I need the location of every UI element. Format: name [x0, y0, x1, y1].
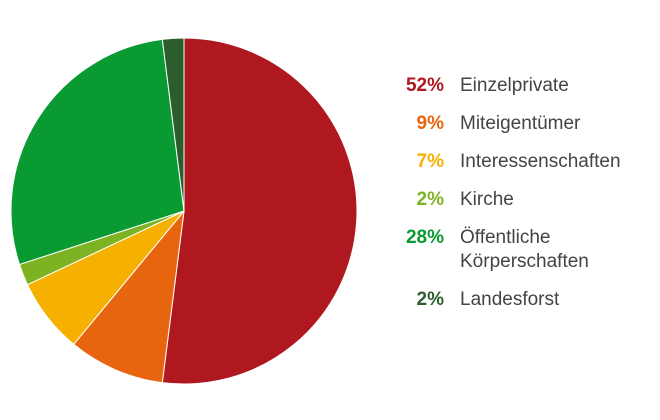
legend-value: 2%	[416, 189, 444, 210]
pie-slice	[73, 209, 185, 384]
legend-label: Einzelprivate	[460, 75, 569, 96]
legend-label: Interessenschaften	[460, 151, 621, 172]
pie-slice	[161, 37, 358, 385]
legend-item: 28% Öffentliche Körperschaften	[394, 226, 656, 274]
legend-value: 9%	[416, 113, 444, 134]
pie-slice	[161, 37, 185, 212]
legend-label: Landesforst	[460, 289, 560, 310]
legend-value: 28%	[405, 227, 444, 248]
legend: 52% Einzelprivate 9% Miteigentümer 7% Interes…	[394, 74, 656, 312]
pie-slice	[10, 38, 185, 266]
legend-label: Öffentliche Körperschaften	[460, 227, 589, 272]
legend-value: 2%	[416, 289, 444, 310]
legend-label: Miteigentümer	[460, 113, 581, 134]
legend-item: 2% Landesforst	[394, 288, 656, 312]
legend-label: Kirche	[460, 189, 514, 210]
legend-item: 52% Einzelprivate	[394, 74, 656, 98]
legend-value: 7%	[416, 151, 444, 172]
legend-item: 2% Kirche	[394, 188, 656, 212]
pie-chart	[10, 37, 358, 385]
legend-item: 9% Miteigentümer	[394, 112, 656, 136]
legend-item: 7% Interessenschaften	[394, 150, 656, 174]
legend-value: 52%	[405, 75, 444, 96]
